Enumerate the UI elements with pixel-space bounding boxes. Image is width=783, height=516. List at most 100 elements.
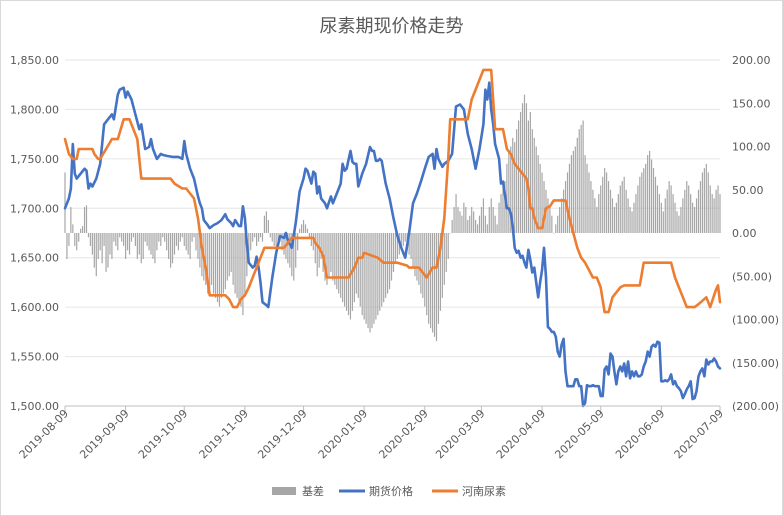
basis-bar [516,129,518,233]
y-left-tick-label: 1,700.00 [10,202,59,215]
basis-bar [410,233,412,259]
basis-bar [705,163,707,233]
basis-bar [562,189,565,233]
basis-bar [447,233,449,259]
basis-bar [232,233,234,285]
basis-bar [140,233,142,264]
basis-bar [514,142,516,233]
x-tick-label: 2020-06-09 [613,407,667,461]
basis-bar [547,198,549,233]
basis-bar [168,233,170,259]
basis-bar [693,207,696,233]
basis-bar [713,198,715,233]
basis-bar [394,233,397,264]
basis-bar [635,194,637,233]
basis-bar [297,233,299,251]
basis-bar [531,129,533,233]
basis-bar [390,233,393,281]
basis-bar [152,233,154,259]
basis-bar [535,146,537,233]
basis-bar [613,207,616,233]
basis-bar [99,233,101,251]
basis-bar [674,202,676,233]
basis-bar [343,233,346,307]
basis-bar [631,211,633,233]
basis-bar [518,120,520,233]
basis-bar [439,233,442,311]
basis-bar [473,211,475,233]
basis-bar [91,233,93,255]
basis-bar [119,233,121,238]
basis-bar [220,233,223,298]
basis-bar [557,215,559,233]
basis-bar [463,202,465,233]
basis-bar [676,211,678,233]
basis-bar [402,233,404,246]
basis-bar [433,233,436,337]
basis-bar [478,215,481,233]
basis-bar [205,233,207,285]
basis-bar [265,211,267,233]
basis-bar [682,198,684,233]
basis-bar [594,198,596,233]
basis-bar [650,159,653,233]
basis-bar [418,233,420,285]
x-tick-label: 2020-07-09 [672,407,726,461]
basis-bar [701,172,704,233]
basis-bar [338,233,340,294]
basis-bar [482,198,485,233]
basis-bar [604,168,606,233]
basis-bar [111,233,113,259]
basis-bar [609,189,612,233]
basis-bar [105,233,107,272]
basis-bar [293,233,295,281]
basis-bar [150,233,152,255]
basis-bar [222,233,224,294]
basis-bar [469,215,471,233]
basis-bar [365,233,367,324]
legend: 基差 期货价格 河南尿素 [272,484,506,498]
x-tick-label: 2020-01-09 [316,407,370,461]
basis-bar [340,233,342,298]
basis-bar [707,172,709,233]
futures-price-line [63,81,722,408]
basis-bar [412,233,414,268]
x-tick-label: 2020-04-09 [494,407,548,461]
basis-bar [719,194,721,233]
basis-bar [97,233,99,259]
basis-bar [621,181,623,233]
y-right-tick-label: 0.00 [732,227,757,240]
basis-bar [377,233,379,316]
basis-bar [692,202,694,233]
basis-bar [662,211,664,233]
basis-bar [443,233,445,285]
basis-bar [629,207,631,233]
basis-bar [422,233,424,298]
basis-bar [570,155,573,233]
basis-bar [451,220,453,233]
y-right-tick-label: (200.00) [732,400,779,413]
basis-bar [373,233,375,324]
basis-bar [496,224,498,233]
basis-bar [125,233,127,259]
basis-bars [64,94,721,342]
basis-bar [576,137,578,233]
basis-bar [359,233,361,307]
basis-bar [396,233,398,259]
basis-bar [435,233,438,342]
basis-bar [306,228,309,233]
basis-bar [561,198,563,233]
basis-bar [142,233,144,259]
basis-bar [334,233,336,285]
basis-bar [598,194,600,233]
x-tick-label: 2020-03-09 [433,407,487,461]
basis-bar [670,185,672,233]
basis-bar [322,233,324,272]
basis-bar [324,233,326,281]
basis-bar [564,181,567,233]
basis-bar [512,137,514,233]
basis-bar [467,220,469,233]
basis-bar [525,103,528,233]
basis-bar [695,198,698,233]
